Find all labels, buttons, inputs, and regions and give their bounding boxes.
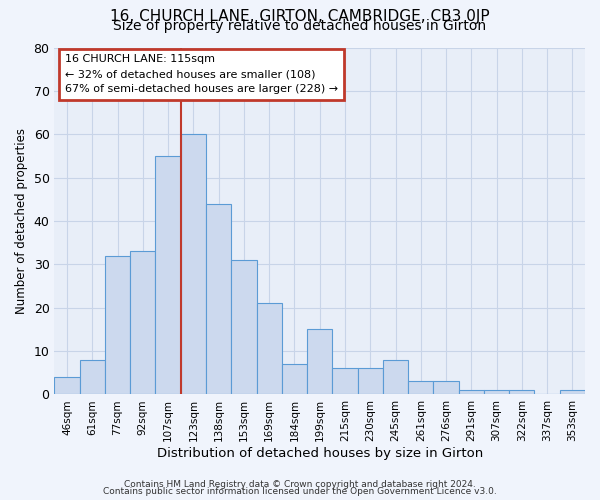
Text: Contains public sector information licensed under the Open Government Licence v3: Contains public sector information licen… [103,487,497,496]
Y-axis label: Number of detached properties: Number of detached properties [15,128,28,314]
Bar [509,390,535,394]
Bar [458,390,484,394]
Bar [155,156,181,394]
Bar [257,304,282,394]
X-axis label: Distribution of detached houses by size in Girton: Distribution of detached houses by size … [157,447,483,460]
Bar [231,260,257,394]
Bar [130,252,155,394]
Bar [383,360,408,394]
Bar [408,382,433,394]
Bar [282,364,307,394]
Text: 16, CHURCH LANE, GIRTON, CAMBRIDGE, CB3 0JP: 16, CHURCH LANE, GIRTON, CAMBRIDGE, CB3 … [110,9,490,24]
Bar [433,382,458,394]
Bar [105,256,130,394]
Bar [181,134,206,394]
Bar [80,360,105,394]
Bar [332,368,358,394]
Text: Contains HM Land Registry data © Crown copyright and database right 2024.: Contains HM Land Registry data © Crown c… [124,480,476,489]
Bar [358,368,383,394]
Text: 16 CHURCH LANE: 115sqm
← 32% of detached houses are smaller (108)
67% of semi-de: 16 CHURCH LANE: 115sqm ← 32% of detached… [65,54,338,94]
Bar [55,377,80,394]
Bar [484,390,509,394]
Text: Size of property relative to detached houses in Girton: Size of property relative to detached ho… [113,19,487,33]
Bar [307,330,332,394]
Bar [206,204,231,394]
Bar [560,390,585,394]
